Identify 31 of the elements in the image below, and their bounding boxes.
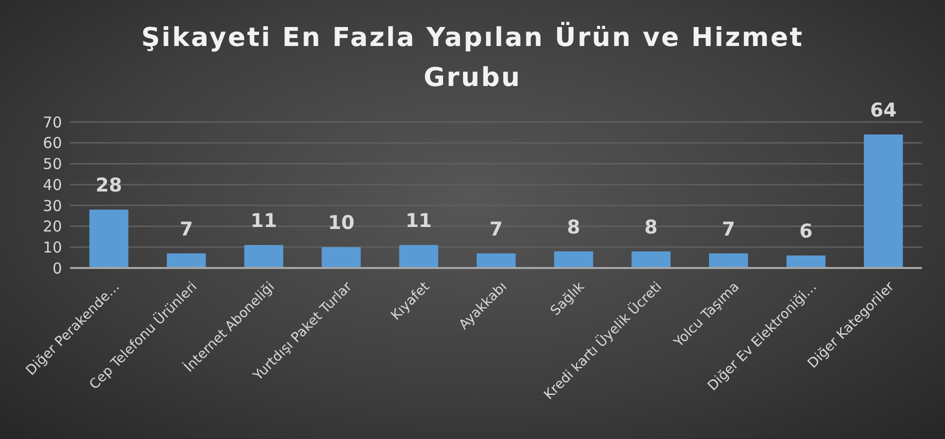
- y-tick-label: 50: [42, 155, 62, 174]
- y-tick-label: 40: [42, 176, 62, 194]
- bar: [476, 253, 516, 268]
- bar: [166, 253, 206, 268]
- bar: [632, 251, 671, 268]
- data-label: 28: [96, 174, 122, 197]
- data-label: 10: [328, 212, 354, 234]
- data-label: 11: [250, 210, 277, 232]
- bar: [399, 245, 438, 268]
- y-tick-label: 70: [42, 113, 62, 132]
- y-tick-label: 10: [42, 238, 62, 256]
- y-tick-label: 20: [42, 218, 62, 236]
- chart-title: Şikayeti En Fazla Yapılan Ürün ve Hizmet Grubu: [140, 20, 805, 95]
- y-tick-label: 0: [52, 259, 62, 278]
- data-label: 7: [490, 218, 503, 240]
- data-label: 64: [870, 100, 897, 122]
- data-label: 11: [405, 210, 432, 232]
- bar: [322, 247, 361, 268]
- data-label: 6: [799, 220, 813, 242]
- data-label: 7: [722, 218, 736, 240]
- data-label: 8: [566, 216, 580, 238]
- bar: [89, 210, 128, 268]
- bar: [244, 245, 284, 268]
- bar: [709, 253, 748, 268]
- bar: [554, 251, 594, 268]
- y-tick-label: 60: [42, 134, 62, 152]
- data-label: 8: [644, 216, 658, 238]
- bar: [786, 255, 826, 268]
- bar: [864, 134, 903, 268]
- y-tick-label: 30: [42, 196, 62, 215]
- data-label: 7: [180, 218, 193, 240]
